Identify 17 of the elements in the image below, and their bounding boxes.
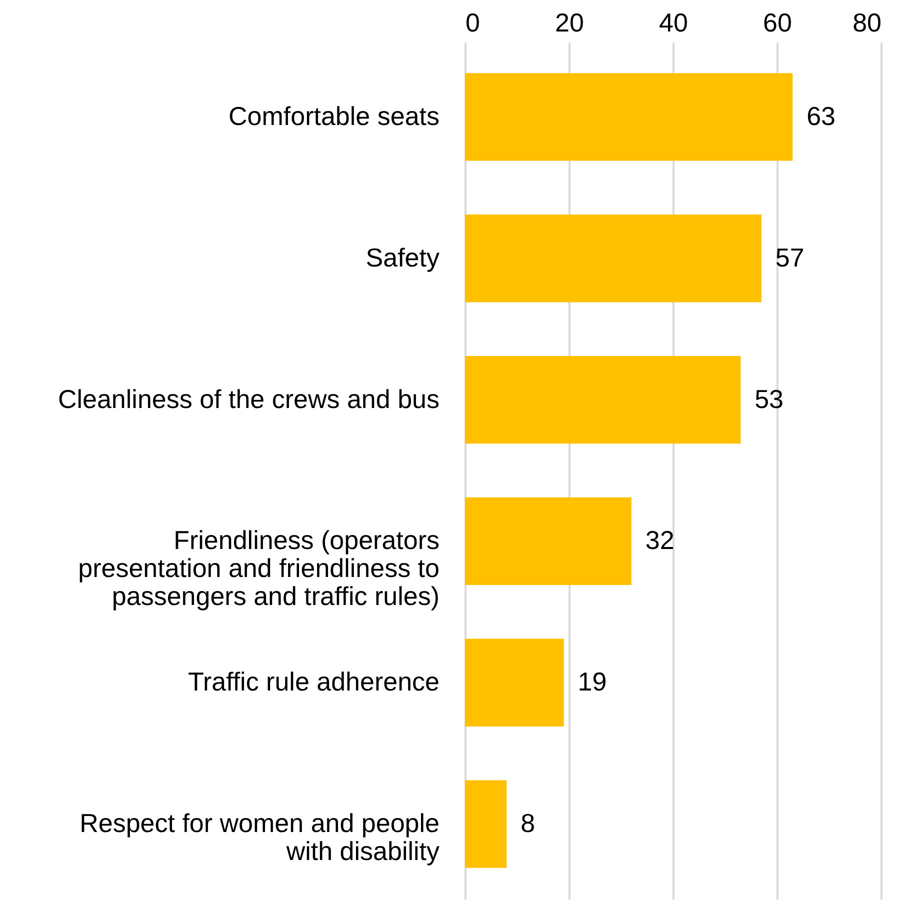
y-tick-label: Cleanliness of the crews and bus (58, 384, 440, 414)
x-tick-label: 40 (659, 8, 688, 38)
x-tick-label: 20 (555, 8, 584, 38)
y-tick-label: Comfortable seats (228, 100, 440, 131)
data-label: 63 (806, 100, 836, 131)
y-tick-label: Traffic rule adherence (188, 666, 440, 697)
x-tick-label: 80 (852, 8, 882, 38)
data-label: 8 (520, 808, 536, 838)
data-label: 32 (645, 525, 674, 556)
x-tick-label: 0 (466, 8, 480, 38)
data-label: 53 (754, 384, 784, 414)
y-tick-label: Respect for women and people with disability (80, 808, 440, 866)
data-label: 19 (578, 666, 607, 697)
data-label: 57 (775, 242, 804, 272)
y-tick-label: Friendliness (operators presentation and friendliness to passengers and traffic rules) (78, 525, 440, 612)
y-tick-label: Safety (366, 242, 440, 272)
x-tick-label: 60 (763, 8, 792, 38)
